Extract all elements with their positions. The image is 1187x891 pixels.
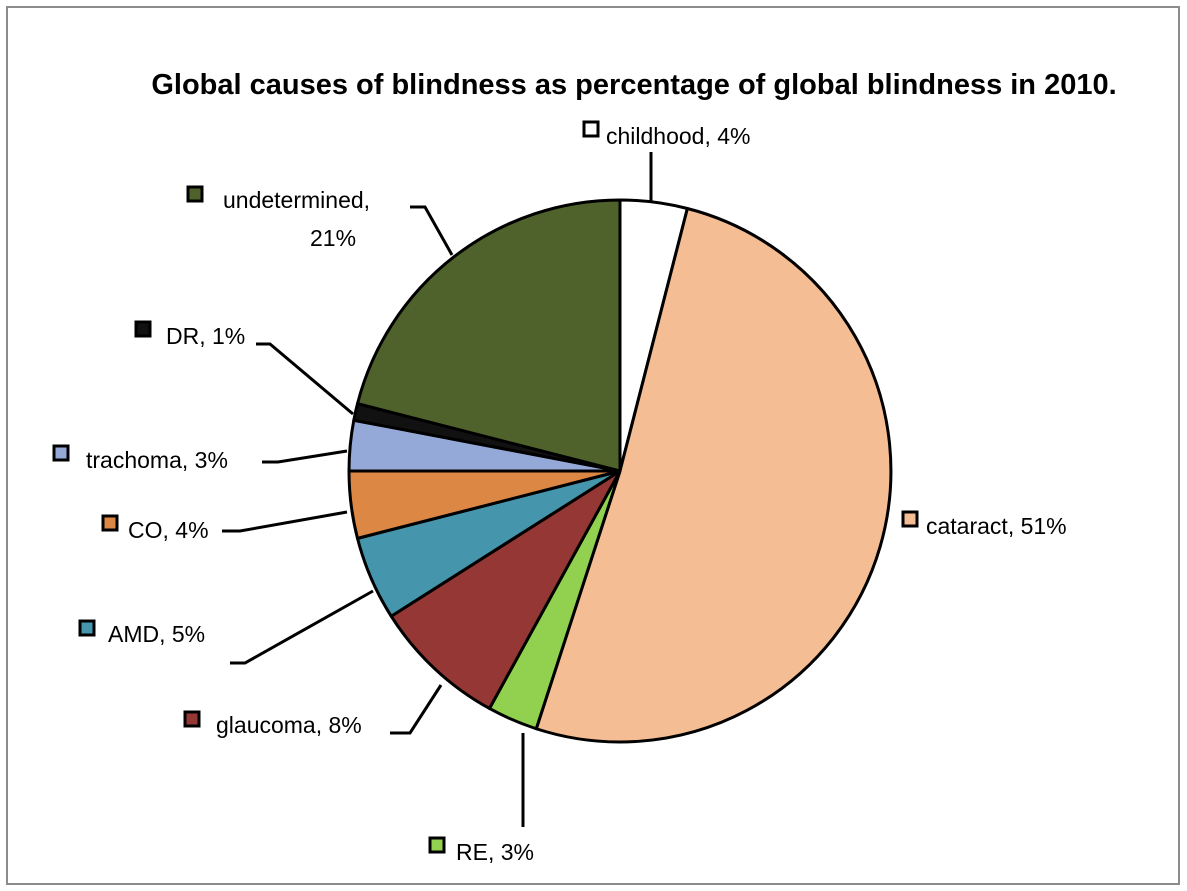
label-key-trachoma: [52, 444, 70, 462]
leader-line-amd: [230, 589, 374, 665]
pie-slice-glaucoma: [389, 469, 622, 710]
pie-slice-cataract: [534, 207, 893, 744]
slice-label-undetermined-line2: 21%: [310, 225, 356, 251]
leader-lines: [222, 152, 653, 827]
pie-slice-undetermined: [356, 198, 622, 473]
label-key-amd: [78, 619, 96, 637]
label-key-dr: [134, 320, 152, 338]
label-key-glaucoma: [183, 710, 201, 728]
slice-label-dr: DR, 1%: [166, 323, 245, 349]
leader-line-trachoma: [262, 449, 348, 464]
slice-label-re: RE, 3%: [456, 839, 534, 865]
pie-slices: [347, 198, 893, 744]
slice-label-glaucoma: glaucoma, 8%: [216, 712, 362, 738]
slice-label-trachoma: trachoma, 3%: [86, 447, 228, 473]
slice-label-cataract: cataract, 51%: [926, 513, 1067, 539]
slice-label-undetermined: undetermined,: [223, 187, 370, 213]
leader-line-dr: [256, 342, 354, 416]
label-key-childhood: [582, 120, 600, 138]
label-key-cataract: [901, 510, 919, 528]
leader-line-undetermined: [410, 205, 454, 256]
slice-label-childhood: childhood, 4%: [606, 123, 751, 149]
label-key-co: [101, 514, 119, 532]
slice-label-amd: AMD, 5%: [108, 621, 205, 647]
leader-line-glaucoma: [390, 684, 443, 735]
slice-label-co: CO, 4%: [128, 517, 209, 543]
slice-labels: childhood, 4% cataract, 51% RE, 3% glaucoma…: [52, 120, 1067, 865]
label-key-undetermined: [186, 185, 204, 203]
chart-title: Global causes of blindness as percentage…: [151, 69, 1116, 101]
label-key-re: [428, 836, 446, 854]
leader-line-co: [222, 510, 348, 533]
